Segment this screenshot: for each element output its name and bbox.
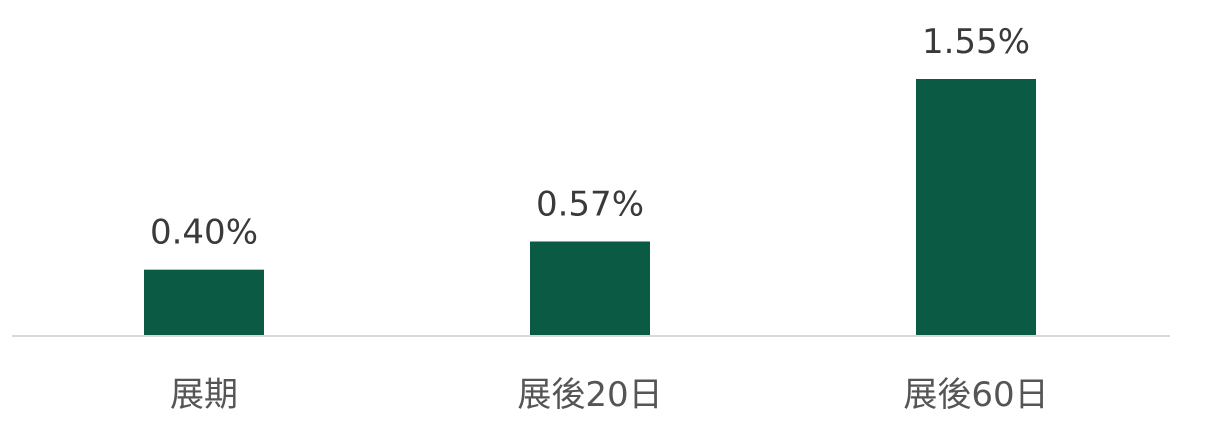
value-label-2: 0.57%: [536, 184, 644, 224]
bar-3: [916, 79, 1036, 336]
value-label-1: 0.40%: [150, 213, 258, 253]
value-labels-group: 0.40% 0.57% 1.55%: [150, 22, 1030, 253]
category-label-1: 展期: [170, 375, 238, 415]
bar-1: [144, 269, 264, 336]
category-label-3: 展後60日: [903, 375, 1048, 415]
bar-2: [530, 241, 650, 336]
bars-group: [144, 79, 1036, 336]
value-label-3: 1.55%: [922, 22, 1030, 62]
category-label-2: 展後20日: [517, 375, 662, 415]
category-labels-group: 展期 展後20日 展後60日: [170, 375, 1049, 415]
